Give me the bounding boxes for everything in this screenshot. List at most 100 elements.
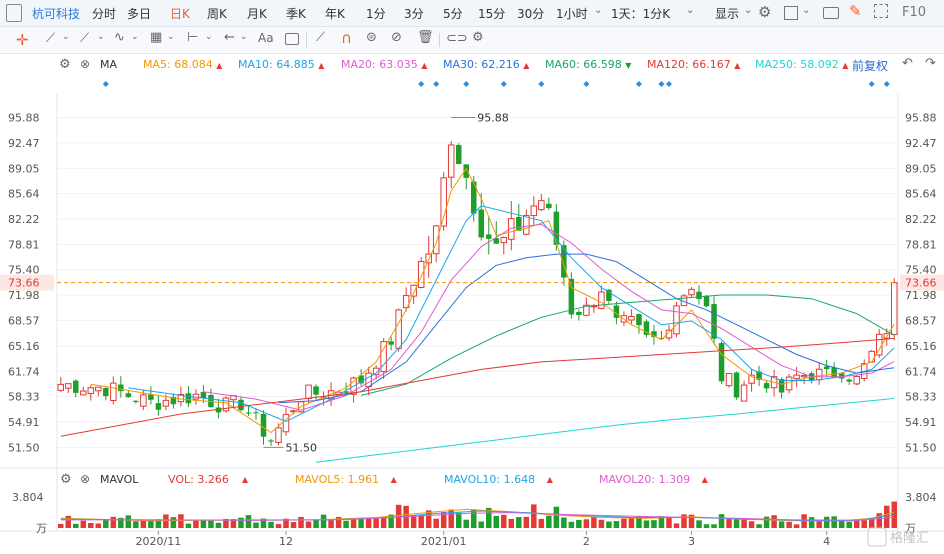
- chevron-down-icon[interactable]: ⌄: [686, 5, 695, 16]
- tab-period-intraday[interactable]: 分时: [92, 7, 117, 21]
- chevron-down-icon[interactable]: ⌄: [802, 5, 811, 16]
- gear-icon[interactable]: ⚙: [472, 30, 484, 45]
- pen-tool-icon[interactable]: ⟋: [80, 31, 90, 46]
- redo-icon[interactable]: ↷: [925, 56, 936, 71]
- y-tick-label-left: 65.16: [8, 340, 40, 353]
- tab-period-15min[interactable]: 15分: [478, 7, 506, 21]
- tab-period-multiday[interactable]: 多日: [127, 7, 152, 21]
- ma120-value: MA120: 66.167 ▲: [647, 58, 741, 71]
- fullscreen-icon[interactable]: [874, 4, 888, 18]
- kline-chart[interactable]: 95.88 95.88 92.47 92.47 89.05 89.05 85.64 85.64…: [0, 76, 944, 554]
- volume-bar: [245, 515, 252, 528]
- volume-bar: [418, 515, 424, 528]
- arrow-tool-icon[interactable]: ←: [224, 30, 235, 45]
- candle-body: [553, 211, 560, 245]
- volume-bar: [486, 507, 492, 528]
- candle-body: [530, 205, 538, 217]
- volume-bar: [425, 510, 432, 528]
- chevron-down-icon[interactable]: ⌄: [240, 32, 248, 42]
- volume-bar: [118, 517, 124, 528]
- event-marker-icon: [658, 81, 665, 87]
- stock-name[interactable]: 杭可科技: [32, 7, 81, 21]
- f10-button[interactable]: F10: [902, 5, 927, 20]
- event-marker-icon: [538, 81, 545, 87]
- volume-bar: [816, 521, 822, 528]
- ma-indicator-name[interactable]: MA: [100, 58, 118, 71]
- crosshair-icon[interactable]: ✛: [16, 31, 29, 49]
- ma120-number: 66.167: [692, 58, 731, 71]
- tab-period-custom[interactable]: 1天：1分K: [611, 7, 671, 21]
- volume-bar: [253, 522, 259, 528]
- vol-value-mavol20: MAVOL20: 1.309: [599, 473, 690, 486]
- volume-bar: [553, 506, 560, 528]
- volume-bar: [673, 523, 680, 528]
- adjust-mode-button[interactable]: 前复权: [852, 59, 889, 73]
- candle-body: [162, 399, 170, 407]
- settings-icon[interactable]: ⚙: [59, 57, 71, 72]
- y-tick-label-right: 82.22: [905, 213, 937, 226]
- tab-period-3min[interactable]: 3分: [404, 7, 424, 21]
- tab-period-quarterly[interactable]: 季K: [286, 7, 306, 21]
- chevron-down-icon[interactable]: ⌄: [167, 32, 175, 42]
- undo-icon[interactable]: ↶: [902, 56, 913, 71]
- ruler-icon[interactable]: ⟋: [316, 30, 326, 45]
- volume-bar: [823, 516, 830, 528]
- tab-period-weekly[interactable]: 周K: [207, 7, 227, 21]
- chevron-down-icon[interactable]: ⌄: [205, 32, 213, 42]
- volume-bar: [538, 518, 545, 528]
- ma250-line: [316, 397, 895, 463]
- tab-period-1hour[interactable]: 1小时: [556, 7, 588, 21]
- chevron-down-icon[interactable]: ⌄: [744, 5, 753, 16]
- candle-body: [313, 386, 319, 395]
- chart-background: [0, 76, 944, 554]
- menu-icon[interactable]: [6, 4, 22, 22]
- text-tool-icon[interactable]: Aa: [258, 31, 274, 45]
- tab-period-daily[interactable]: 日K: [170, 7, 190, 21]
- chevron-down-icon[interactable]: ⌄: [131, 32, 139, 42]
- y-tick-label-right: 61.74: [905, 365, 937, 378]
- comment-tool-icon[interactable]: [285, 33, 299, 45]
- volume-bar: [658, 516, 665, 528]
- candle-body: [636, 314, 642, 326]
- trash-icon[interactable]: 🗑: [417, 30, 434, 45]
- chevron-down-icon[interactable]: ⌄: [62, 32, 70, 42]
- ma30-value: MA30: 62.216 ▲: [443, 58, 530, 71]
- lock-icon[interactable]: ⊜: [366, 30, 377, 45]
- volume-bar: [621, 518, 627, 528]
- hide-icon[interactable]: ⊘: [391, 30, 402, 45]
- ma10-value: MA10: 64.885 ▲: [238, 58, 325, 71]
- wave-tool-icon[interactable]: ∿: [114, 30, 125, 45]
- up-triangle-icon: ▲: [734, 61, 741, 70]
- magnet-icon[interactable]: ∩: [341, 29, 352, 47]
- pencil-icon[interactable]: ✎: [849, 2, 862, 20]
- volume-bar: [463, 519, 469, 528]
- volume-bar: [230, 519, 237, 528]
- tab-period-yearly[interactable]: 年K: [325, 7, 345, 21]
- grid-tool-icon[interactable]: ▦: [150, 30, 163, 45]
- y-axis-labels: 95.88 95.88 92.47 92.47 89.05 89.05 85.64 85.64…: [8, 111, 937, 454]
- volume-bar: [493, 515, 500, 528]
- range-tool-icon[interactable]: ⊢: [187, 30, 199, 45]
- volume-bar: [178, 514, 184, 528]
- display-menu[interactable]: 显示: [715, 7, 740, 21]
- candle-body: [417, 260, 425, 288]
- ma-lines: [60, 167, 895, 437]
- event-marker-icon: [418, 81, 425, 87]
- close-icon[interactable]: ⊗: [80, 57, 91, 71]
- y-tick-label-left: 51.50: [8, 441, 40, 454]
- chevron-down-icon[interactable]: ⌄: [594, 5, 603, 16]
- settings-icon[interactable]: ⚙: [758, 3, 772, 21]
- ma20-number: 63.035: [379, 58, 418, 71]
- link-icon[interactable]: ⊂⊃: [446, 31, 468, 46]
- min-label: 51.50: [285, 441, 317, 454]
- ma250-label: MA250: [755, 58, 794, 71]
- tab-period-5min[interactable]: 5分: [443, 7, 463, 21]
- tab-period-monthly[interactable]: 月K: [247, 7, 267, 21]
- line-tool-icon[interactable]: ⟋: [46, 31, 56, 46]
- camera-icon[interactable]: [823, 7, 839, 19]
- ma250-value: MA250: 58.092 ▲: [755, 58, 849, 71]
- tab-period-1min[interactable]: 1分: [366, 7, 386, 21]
- chevron-down-icon[interactable]: ⌄: [97, 32, 105, 42]
- tab-period-30min[interactable]: 30分: [517, 7, 545, 21]
- checkbox-icon[interactable]: [784, 6, 798, 20]
